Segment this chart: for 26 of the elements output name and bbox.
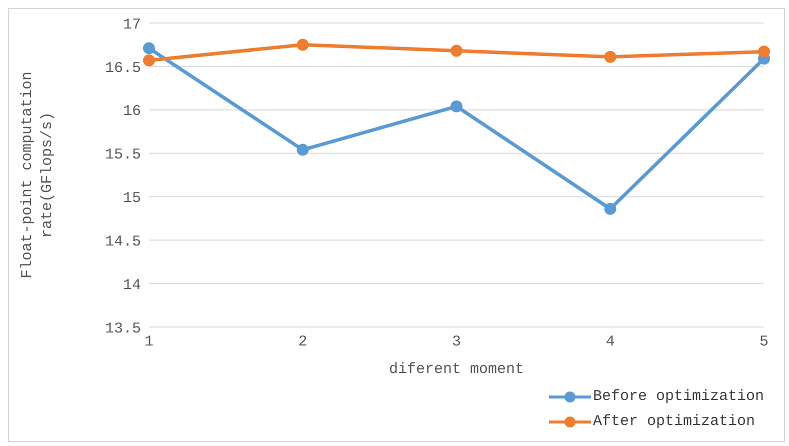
y-tick-label: 15.5 <box>104 146 141 164</box>
point <box>604 50 616 63</box>
x-axis-title: diferent moment <box>388 361 524 378</box>
y-tick-label: 16.5 <box>104 60 141 77</box>
point <box>296 144 309 156</box>
x-tick-label: 2 <box>298 334 308 351</box>
y-tick-label: 17 <box>122 16 141 34</box>
x-tick-label: 5 <box>759 334 769 351</box>
point <box>143 54 155 66</box>
x-tick-label: 3 <box>452 334 462 351</box>
y-tick-label: 13.5 <box>104 320 141 338</box>
y-axis-title: Float-point computation rate(GFlops/s) <box>19 71 56 279</box>
point <box>604 202 616 215</box>
x-tick-label: 4 <box>606 334 615 351</box>
y-tick-label: 14 <box>122 276 141 294</box>
point <box>450 44 462 57</box>
y-tick-label: 15 <box>122 190 141 208</box>
x-tick-label: 1 <box>144 334 154 351</box>
legend-label: After optimization <box>592 413 755 430</box>
y-tick-label: 16 <box>122 103 141 120</box>
point <box>143 42 155 54</box>
point <box>296 38 309 51</box>
point <box>450 100 462 112</box>
y-tick-label: 14.5 <box>104 233 141 250</box>
point <box>758 46 770 58</box>
legend-label: Before optimization <box>592 388 764 405</box>
